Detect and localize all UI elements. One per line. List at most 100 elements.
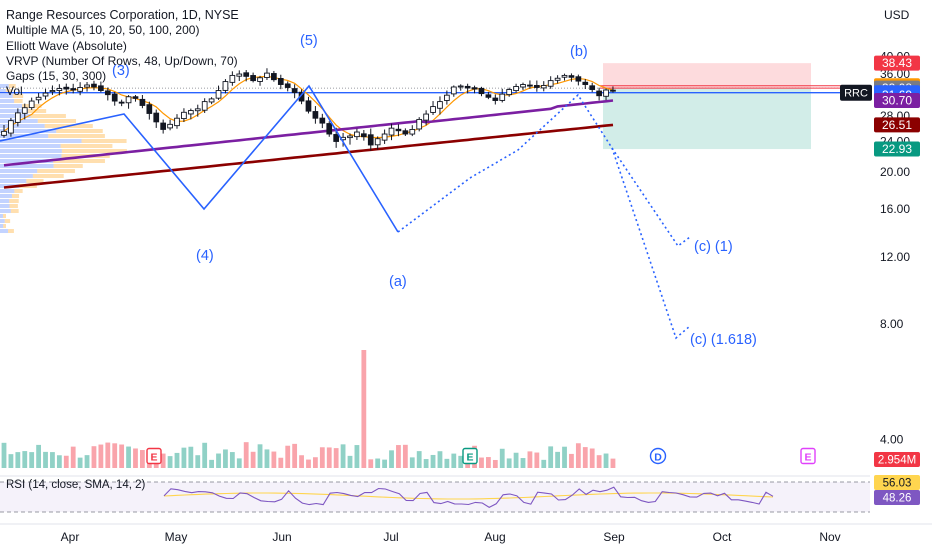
volume-bar xyxy=(140,450,145,468)
profile-up-bar xyxy=(0,174,33,178)
indicator-ma-label[interactable]: Multiple MA (5, 10, 20, 50, 100, 200) xyxy=(6,23,200,38)
candle-body xyxy=(547,80,554,87)
currency-label[interactable]: USD xyxy=(884,8,910,22)
stop-loss-zone xyxy=(603,63,811,89)
candle-body xyxy=(319,117,326,124)
wave-label: (3) xyxy=(112,63,130,79)
candle-body xyxy=(153,112,160,123)
horizontal-levels xyxy=(0,85,870,94)
volume-bar xyxy=(105,442,111,468)
volume-bar xyxy=(188,446,194,468)
volume-bar xyxy=(596,455,602,468)
profile-down-bar xyxy=(11,194,20,198)
candle-body xyxy=(8,120,14,134)
volume-bar xyxy=(229,452,235,468)
candle-body xyxy=(457,85,464,88)
candle-body xyxy=(98,85,104,91)
profile-down-bar xyxy=(2,214,6,218)
profile-up-bar xyxy=(0,164,54,168)
profile-up-bar xyxy=(0,99,15,103)
indicator-gaps-label[interactable]: Gaps (15, 30, 300) xyxy=(6,69,107,84)
elliott-wave-labels: (3) (5) (4) (a) (b) (c) (1) (c) (1.618) xyxy=(112,33,757,348)
candle-body xyxy=(291,88,298,94)
candle-body xyxy=(229,74,236,83)
wave-label: (4) xyxy=(196,248,214,264)
indicator-elliott-label[interactable]: Elliott Wave (Absolute) xyxy=(6,38,127,53)
profile-up-bar xyxy=(0,214,3,218)
candle-body xyxy=(395,128,402,132)
candle-body xyxy=(215,90,222,99)
candle-body xyxy=(14,112,21,123)
volume-bar xyxy=(22,451,28,468)
profile-up-bar xyxy=(0,199,10,203)
candle-body xyxy=(243,72,250,77)
profile-up-bar xyxy=(0,194,12,198)
candle-body xyxy=(374,138,381,146)
volume-bar xyxy=(361,350,367,468)
wave-target-1618-line xyxy=(611,147,691,340)
volume-bar xyxy=(306,459,311,468)
x-tick-label: May xyxy=(165,530,188,544)
volume-bar xyxy=(506,458,512,468)
candle-body xyxy=(28,100,35,109)
volume-bar xyxy=(133,448,138,468)
volume-bar xyxy=(223,449,228,468)
candle-body xyxy=(284,83,291,88)
volume-bar xyxy=(569,453,574,468)
profile-up-bar xyxy=(0,219,5,223)
candle-body xyxy=(409,128,416,135)
volume-bar xyxy=(527,451,533,468)
volume-bar xyxy=(444,458,450,468)
candle-body xyxy=(146,104,153,114)
candle-body xyxy=(540,85,547,89)
indicator-vrvp-label[interactable]: VRVP (Number Of Rows, 48, Up/Down, 70) xyxy=(6,53,238,68)
ticker-tag xyxy=(840,84,872,101)
ma-100-line xyxy=(3,99,614,167)
profile-down-bar xyxy=(3,224,6,228)
profile-down-bar xyxy=(32,174,64,178)
ma-200-line xyxy=(3,123,614,189)
volume-tag xyxy=(874,452,920,467)
profile-up-bar xyxy=(0,169,38,173)
profile-up-bar xyxy=(0,84,9,88)
candle-body xyxy=(381,133,388,141)
volume-bar xyxy=(319,447,325,468)
volume-bar xyxy=(582,447,588,468)
rsi-band xyxy=(0,482,870,512)
marker-letter: E xyxy=(804,452,811,464)
marker-letter: D xyxy=(654,452,662,464)
profile-down-bar xyxy=(26,179,44,183)
candle-body xyxy=(104,90,111,96)
profile-down-bar xyxy=(9,204,18,208)
volume-bar xyxy=(589,448,595,468)
volume-bar xyxy=(112,443,118,468)
profile-down-bar xyxy=(9,199,19,203)
earnings-marker xyxy=(462,447,478,465)
symbol-title[interactable]: Range Resources Corporation, 1D, NYSE xyxy=(6,8,239,22)
candle-body xyxy=(194,108,201,112)
profile-up-bar xyxy=(0,204,10,208)
candle-body xyxy=(305,100,312,112)
rsi-label: RSI (14, close, SMA, 14, 2) xyxy=(6,479,146,491)
volume-bar xyxy=(50,452,55,468)
marker-letter: E xyxy=(466,452,473,464)
candle-body xyxy=(554,77,561,81)
volume-bar xyxy=(36,444,41,468)
candle-body xyxy=(70,88,77,91)
volume-bar xyxy=(126,446,131,468)
candle-body xyxy=(236,73,243,77)
volume-bar xyxy=(250,451,256,468)
volume-bar xyxy=(271,451,277,468)
wave-label: (5) xyxy=(300,33,318,49)
profile-down-bar xyxy=(5,89,12,93)
candle-body xyxy=(610,89,616,92)
volume-bar xyxy=(340,444,346,468)
volume-bar xyxy=(236,458,242,468)
candle-body xyxy=(56,88,63,91)
indicator-vol-label[interactable]: Vol xyxy=(6,84,23,99)
candle-body xyxy=(174,117,180,127)
candle-body xyxy=(478,87,485,95)
candle-body xyxy=(125,96,132,104)
profile-up-bar xyxy=(0,149,62,153)
